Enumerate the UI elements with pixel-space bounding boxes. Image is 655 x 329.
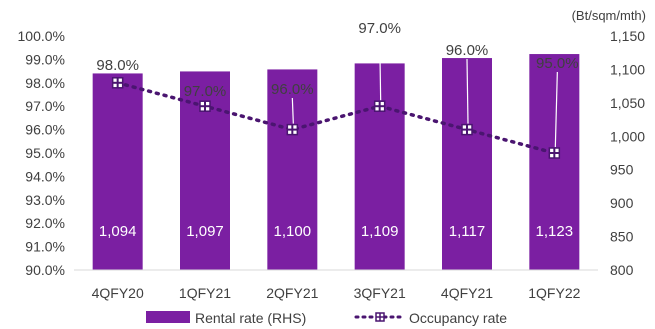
right-tick-label: 800 [610, 262, 634, 278]
occupancy-line [115, 81, 557, 155]
leader-line-2QFY21 [291, 97, 294, 124]
x-tick-label-1QFY22: 1QFY22 [528, 285, 580, 301]
occupancy-marker-4QFY21 [461, 123, 473, 136]
left-tick-label: 96.0% [25, 122, 65, 138]
occupancy-marker-4QFY20 [111, 77, 124, 89]
left-tick-label: 95.0% [25, 145, 65, 161]
bar-4QFY20 [92, 73, 143, 270]
bar-value-label-2QFY21: 1,100 [274, 223, 312, 240]
right-tick-label: 950 [610, 162, 634, 178]
bar-3QFY21 [354, 63, 405, 270]
right-tick-label: 850 [610, 229, 634, 245]
bar-value-label-4QFY21: 1,117 [449, 223, 485, 240]
x-tick-label-4QFY21: 4QFY21 [441, 285, 493, 301]
left-tick-label: 100.0% [18, 28, 65, 44]
right-y-axis: 800 850 900 950 1,000 1,050 1,100 1,150 [610, 28, 645, 278]
occupancy-value-label-2QFY21: 96.0% [271, 81, 314, 98]
right-tick-label: 1,000 [610, 128, 645, 144]
occupancy-marker-2QFY21 [286, 123, 299, 136]
left-tick-label: 98.0% [25, 75, 65, 91]
legend-label-occupancy: Occupancy rate [409, 310, 507, 326]
left-tick-label: 93.0% [25, 192, 65, 208]
x-tick-label-1QFY21: 1QFY21 [179, 285, 231, 301]
occupancy-leader-lines [291, 36, 558, 148]
right-tick-label: 900 [610, 195, 634, 211]
bar-value-label-3QFY21: 1,109 [361, 223, 399, 240]
left-tick-label: 90.0% [25, 262, 65, 278]
legend-swatch-occupancy [354, 312, 406, 322]
right-tick-label: 1,050 [610, 95, 645, 111]
right-tick-label: 1,150 [610, 28, 645, 44]
right-tick-label: 1,100 [610, 61, 645, 77]
leader-line-1QFY22 [554, 71, 558, 148]
occupancy-line-layer [111, 77, 561, 159]
occupancy-value-label-1QFY22: 95.0% [536, 55, 579, 72]
legend-label-rental-rate: Rental rate (RHS) [195, 310, 306, 326]
occupancy-value-label-4QFY21: 96.0% [446, 42, 489, 59]
left-y-axis: 90.0% 91.0% 92.0% 93.0% 94.0% 95.0% 96.0% 97.0%… [18, 28, 65, 278]
x-tick-label-2QFY21: 2QFY21 [266, 285, 318, 301]
left-tick-label: 97.0% [25, 98, 65, 114]
left-tick-label: 92.0% [25, 215, 65, 231]
legend-swatch-rental-rate [146, 311, 190, 323]
x-tick-label-4QFY20: 4QFY20 [92, 285, 144, 301]
occupancy-value-label-4QFY20: 98.0% [96, 57, 139, 74]
x-axis: 4QFY20 1QFY21 2QFY21 3QFY21 4QFY21 1QFY22 [74, 269, 598, 301]
data-labels: 1,094 1,097 1,100 1,109 1,117 1,123 98.0% 97.0%… [96, 20, 578, 240]
legend: Rental rate (RHS) Occupancy rate [146, 310, 507, 326]
occupancy-value-label-3QFY21: 97.0% [358, 20, 401, 37]
bar-value-label-1QFY21: 1,097 [186, 223, 224, 240]
left-tick-label: 94.0% [25, 168, 65, 184]
bar-value-label-4QFY20: 1,094 [99, 223, 137, 240]
bar-1QFY22 [529, 54, 580, 271]
left-tick-label: 99.0% [25, 51, 65, 67]
right-axis-unit-label: (Bt/sqm/mth) [572, 8, 646, 23]
left-tick-label: 91.0% [25, 239, 65, 255]
bar-value-label-1QFY22: 1,123 [536, 223, 574, 240]
leader-line-3QFY21 [379, 36, 382, 101]
x-tick-label-3QFY21: 3QFY21 [354, 285, 406, 301]
leader-line-4QFY21 [466, 58, 469, 124]
occupancy-value-label-1QFY21: 97.0% [184, 83, 227, 100]
occupancy-marker-3QFY21 [373, 100, 386, 112]
occupancy-marker-1QFY22 [548, 147, 561, 159]
occupancy-marker-1QFY21 [199, 100, 211, 112]
rental-rate-bars [92, 54, 580, 271]
